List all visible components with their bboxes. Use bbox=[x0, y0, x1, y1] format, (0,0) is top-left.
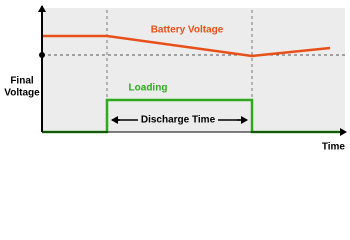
final-voltage-label: Final bbox=[10, 76, 34, 87]
page: {"labels": {"battery_voltage": "Battery … bbox=[4, 5, 347, 153]
final-voltage-label: Voltage bbox=[4, 88, 40, 99]
loading-label: Loading bbox=[129, 83, 168, 94]
diagram: Battery Voltage Loading Discharge Time F… bbox=[4, 5, 347, 153]
voltage-curve bbox=[42, 34, 331, 58]
discharge-time-label: Discharge Time bbox=[141, 115, 216, 126]
final-voltage-dot bbox=[39, 52, 45, 58]
plot-background bbox=[42, 8, 345, 132]
x-axis-label: Time bbox=[322, 142, 346, 153]
battery-voltage-label: Battery Voltage bbox=[151, 25, 224, 36]
